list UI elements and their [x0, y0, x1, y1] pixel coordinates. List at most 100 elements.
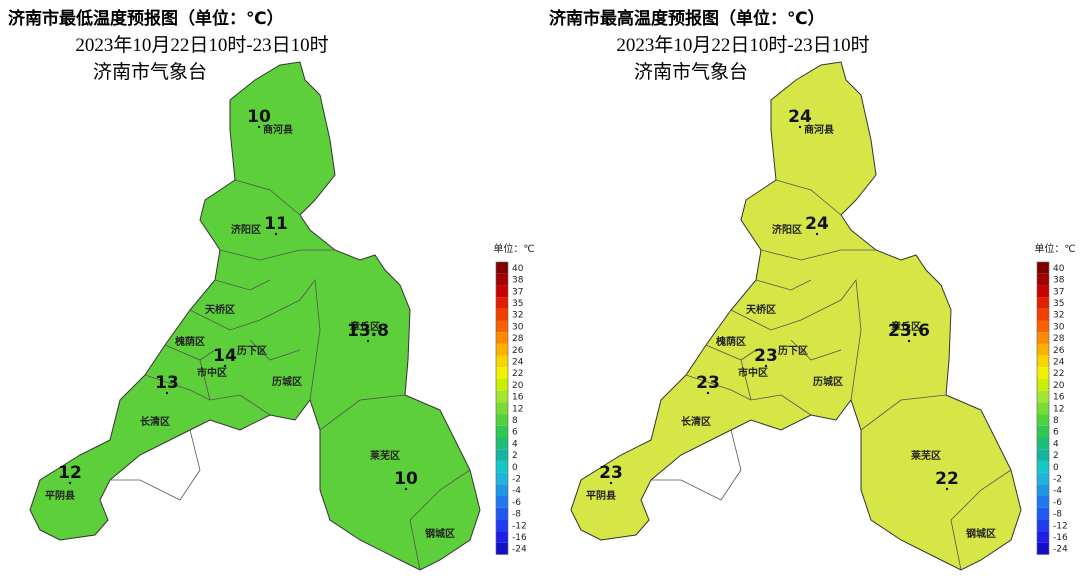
- legend-tick: -16: [512, 533, 527, 543]
- legend-tick: 4: [512, 439, 518, 449]
- legend-swatch: [496, 449, 508, 461]
- legend-swatch: [496, 332, 508, 344]
- legend-swatch: [1037, 273, 1049, 286]
- temperature-value: 10: [247, 107, 271, 127]
- legend-swatch: [496, 542, 508, 555]
- legend-swatch: [1037, 542, 1049, 555]
- legend-frame: [495, 261, 509, 555]
- district-label: 章丘区: [350, 320, 380, 333]
- station-dot: [815, 232, 819, 236]
- legend-swatch: [1037, 484, 1049, 496]
- legend-tick: 8: [512, 416, 518, 426]
- legend-swatch: [1037, 402, 1049, 415]
- legend-tick: 28: [1053, 334, 1065, 344]
- legend-swatch: [496, 308, 508, 321]
- legend-swatch: [1037, 425, 1049, 438]
- legend-swatch: [1037, 460, 1049, 473]
- district-label: 商河县: [263, 123, 293, 136]
- maps: 济南市最低温度预报图（单位：℃） 2023年10月22日10时-23日10时 济南市…: [8, 8, 1076, 571]
- legend-tick: 35: [512, 299, 523, 309]
- legend-tick: 2: [512, 451, 518, 461]
- station-dot: [68, 481, 72, 485]
- map-title: 济南市最高温度预报图（单位：℃）: [549, 8, 825, 29]
- legend-tick: 38: [1053, 276, 1065, 286]
- legend-tick: -4: [512, 486, 521, 496]
- legend-tick: 37: [1053, 287, 1064, 297]
- legend-swatch: [1037, 414, 1049, 426]
- temperature-value: 11: [264, 214, 288, 234]
- station-dot: [257, 125, 261, 129]
- legend-tick: -8: [512, 510, 521, 520]
- legend-tick: 32: [512, 311, 523, 321]
- legend-tick: 30: [1053, 322, 1065, 332]
- district-label: 钢城区: [425, 527, 455, 540]
- station-dot: [798, 125, 802, 129]
- legend-swatch: [1037, 332, 1049, 344]
- legend-swatch: [1037, 390, 1049, 403]
- legend-frame: [1036, 261, 1050, 555]
- legend-swatch: [1037, 367, 1049, 379]
- legend-tick: 35: [1053, 299, 1064, 309]
- station-dot: [609, 481, 613, 485]
- district-label: 槐荫区: [174, 335, 205, 348]
- legend-tick: 4: [1053, 439, 1059, 449]
- district-label: 莱芜区: [370, 449, 400, 462]
- legend-tick: 8: [1053, 416, 1059, 426]
- legend-tick: 40: [1053, 264, 1065, 274]
- legend-swatch: [1037, 320, 1049, 333]
- legend-tick: -2: [1053, 474, 1062, 484]
- legend-tick: 37: [512, 287, 523, 297]
- legend-unit: 单位：℃: [493, 242, 534, 255]
- district-label: 历下区: [778, 345, 808, 357]
- legend-tick: -24: [512, 545, 527, 555]
- legend-tick: 20: [512, 381, 524, 391]
- region-fill: [570, 61, 1022, 571]
- district-label: 长清区: [140, 415, 170, 428]
- legend-swatch: [496, 285, 508, 298]
- legend-swatch: [1037, 507, 1049, 520]
- legend-swatch: [496, 460, 508, 473]
- legend-swatch: [496, 355, 508, 368]
- district-label: 钢城区: [966, 527, 996, 540]
- temperature-value: 13.8: [347, 321, 389, 341]
- station-dot: [274, 232, 278, 236]
- district-label: 历城区: [813, 375, 843, 388]
- legend-tick: -12: [1053, 521, 1068, 531]
- legend-tick: 12: [1053, 404, 1064, 414]
- legend-tick: 28: [512, 334, 524, 344]
- district-label: 济阳区: [231, 223, 261, 236]
- legend-swatch: [1037, 308, 1049, 321]
- district-label: 平阴县: [45, 490, 75, 502]
- legend-tick: 6: [1053, 428, 1059, 438]
- legend-tick: 22: [512, 369, 523, 379]
- temperature-value: 23.6: [888, 321, 930, 341]
- legend-swatch: [496, 297, 508, 309]
- legend-tick: 6: [512, 428, 518, 438]
- map-title: 济南市最低温度预报图（单位：℃）: [8, 8, 284, 29]
- temperature-value: 13: [155, 373, 179, 393]
- temperature-value: 22: [935, 469, 959, 489]
- district-label: 章丘区: [891, 320, 921, 333]
- legend-swatch: [496, 402, 508, 415]
- temperature-value: 24: [805, 214, 829, 234]
- legend-swatch: [496, 472, 508, 485]
- district-label: 历下区: [237, 345, 267, 357]
- legend-swatch: [1037, 262, 1049, 274]
- legend-swatch: [1037, 531, 1049, 543]
- legend-tick: -6: [1053, 498, 1062, 508]
- temperature-value: 14: [213, 346, 237, 366]
- legend-swatch: [1037, 297, 1049, 309]
- map-period: 2023年10月22日10时-23日10时: [616, 34, 869, 56]
- legend-tick: 0: [512, 463, 518, 473]
- district-label: 天桥区: [205, 303, 235, 316]
- legend-swatch: [496, 262, 508, 274]
- legend-tick: -24: [1053, 545, 1068, 555]
- legend-swatch: [496, 379, 508, 391]
- legend-swatch: [1037, 343, 1049, 356]
- legend-swatch: [1037, 285, 1049, 298]
- temperature-value: 23: [696, 373, 720, 393]
- legend-swatch: [496, 390, 508, 403]
- legend-tick: -12: [512, 521, 527, 531]
- legend-swatch: [496, 425, 508, 438]
- legend-unit: 单位：℃: [1034, 242, 1075, 255]
